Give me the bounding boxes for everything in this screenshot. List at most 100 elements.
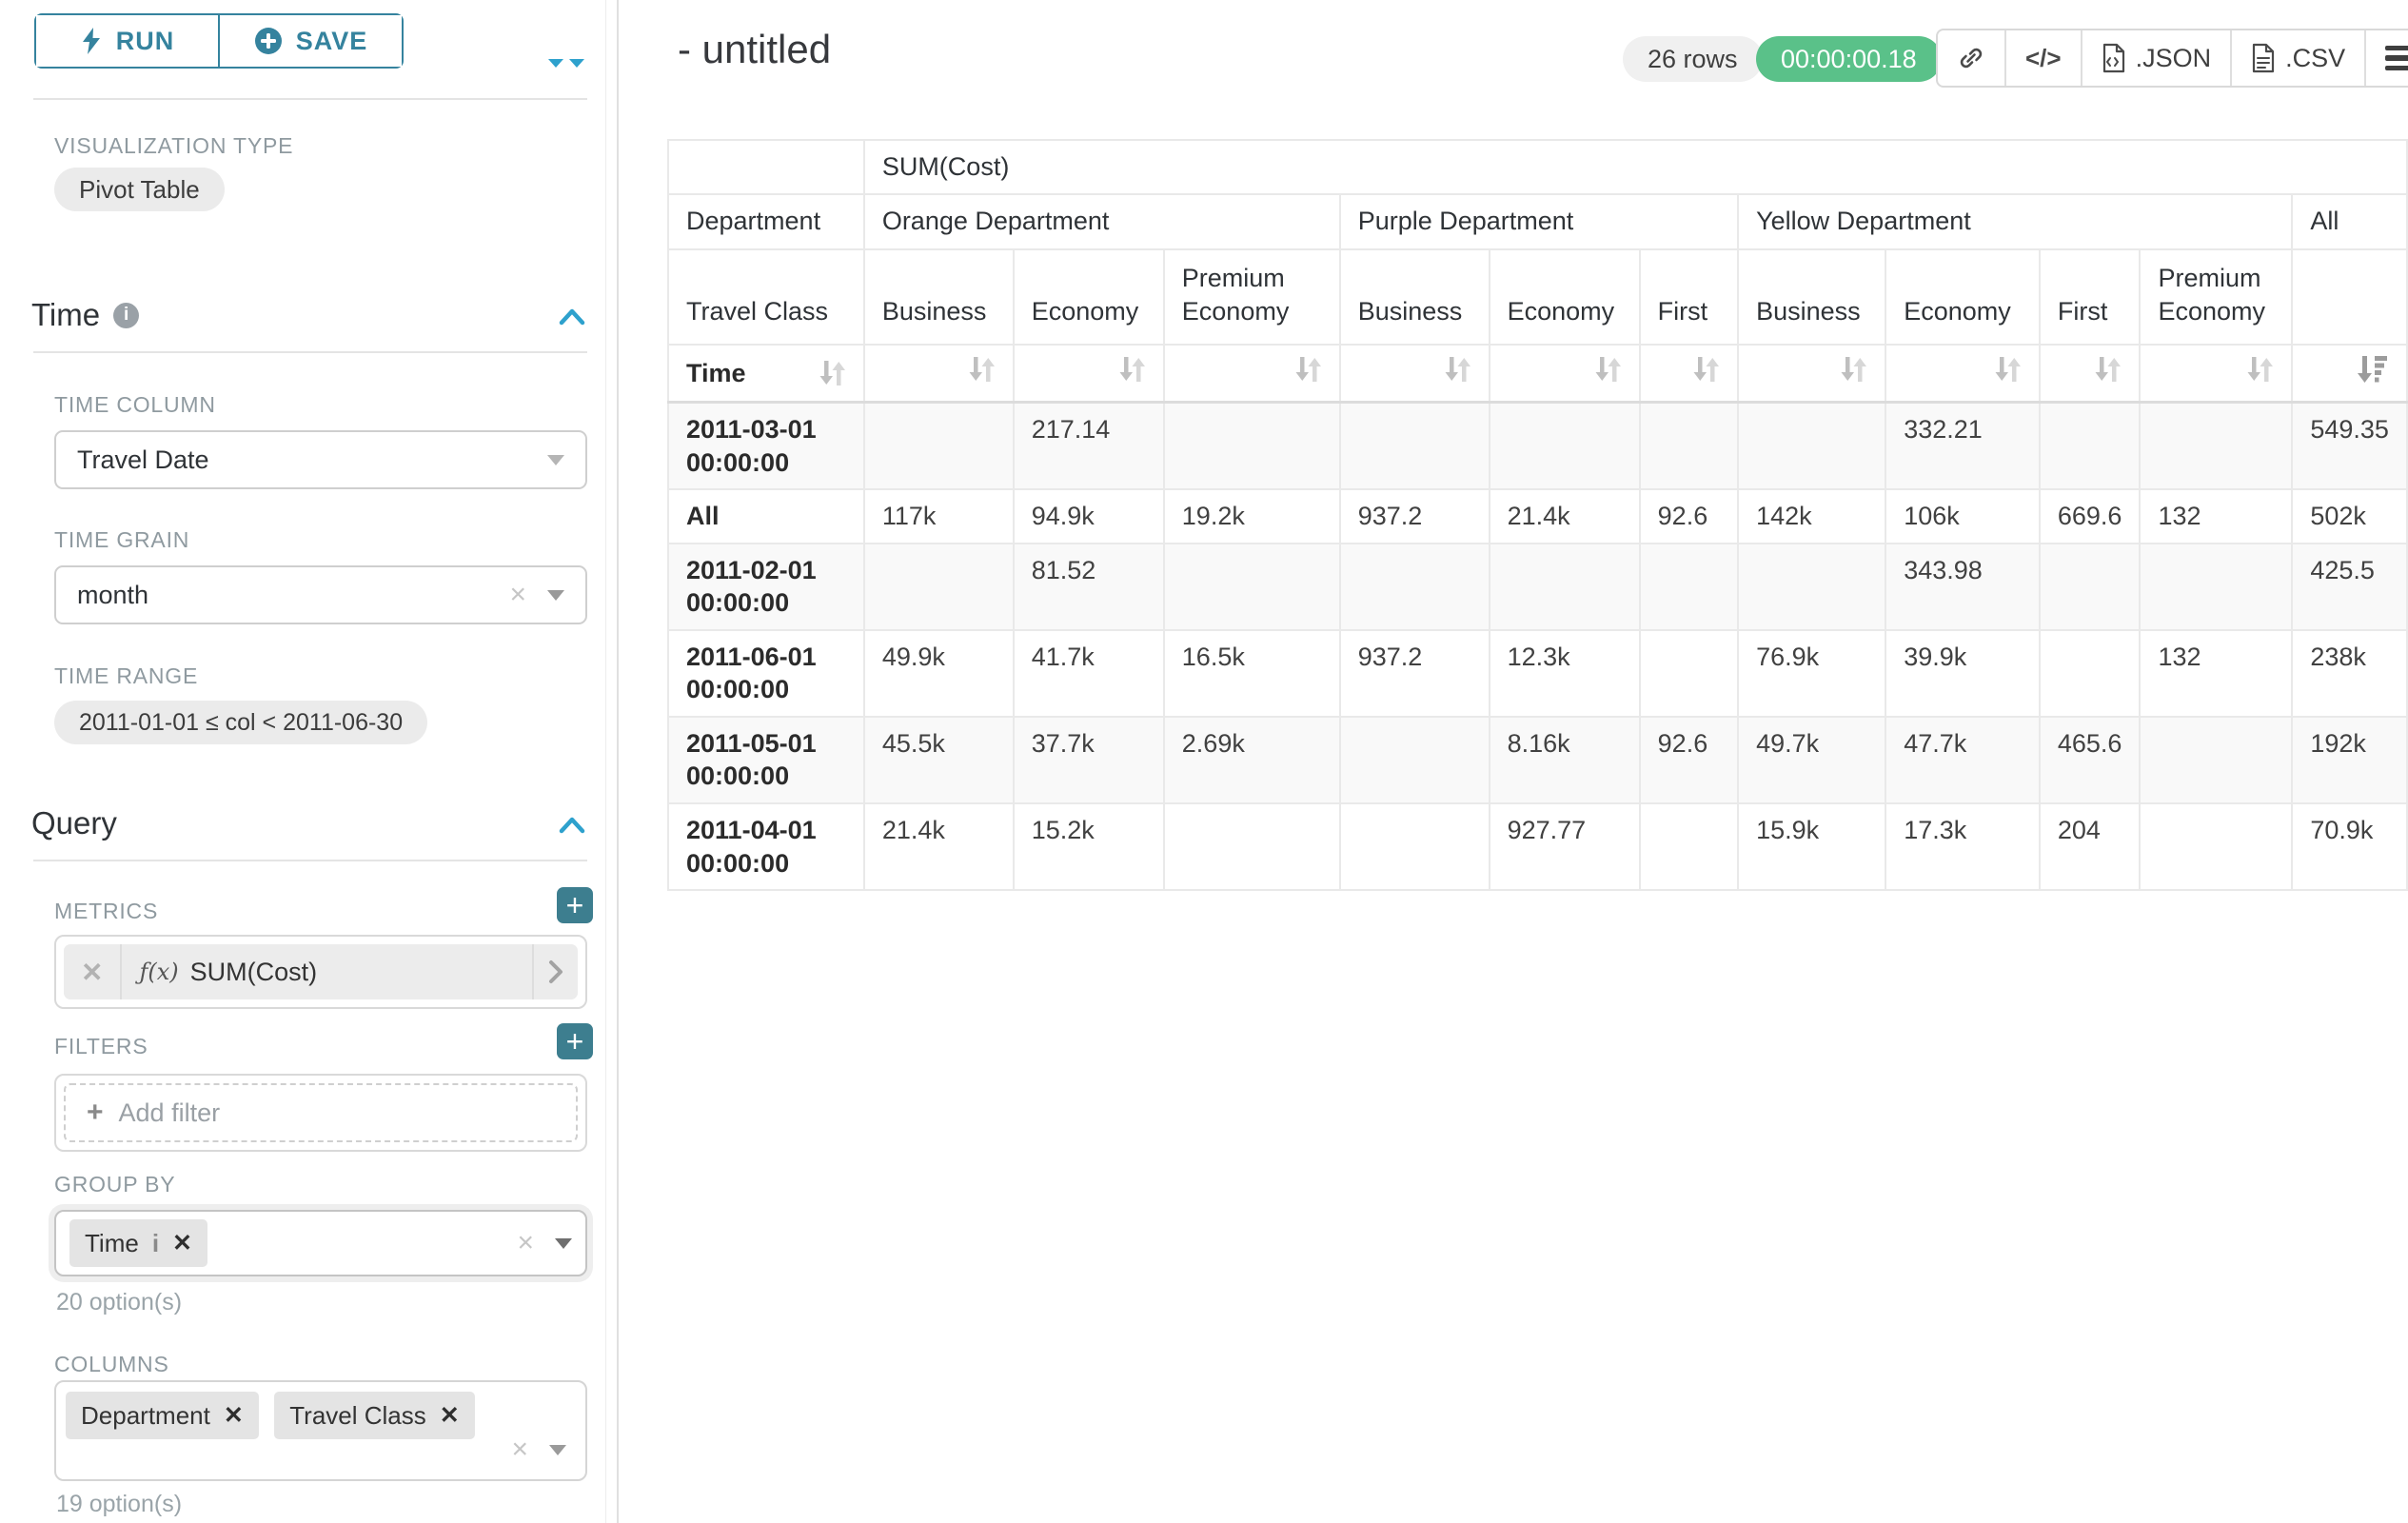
pivot-value-cell: 21.4k [1488,488,1641,544]
pivot-sort-cell[interactable] [2038,343,2142,405]
columns-select[interactable]: Department ✕ Travel Class ✕ × [54,1380,587,1481]
group-by-label: GROUP BY [54,1172,176,1197]
clear-icon[interactable]: × [517,1227,534,1258]
chart-title[interactable]: - untitled [678,27,832,71]
pivot-value-cell: 238k [2291,628,2408,718]
pivot-sort-cell-active[interactable] [2291,343,2408,405]
group-by-tag[interactable]: Time i ✕ [69,1219,207,1267]
pivot-value-cell [1737,401,1887,491]
group-by-select[interactable]: Time i ✕ × [54,1210,587,1276]
pivot-sort-cell[interactable] [1885,343,2041,405]
pivot-sort-cell[interactable] [1012,343,1165,405]
pivot-value-cell: 204 [2038,802,2142,892]
sort-toggle-icon[interactable] [1292,355,1322,384]
pivot-value-cell [862,401,1015,491]
section-divider [33,98,587,100]
pivot-value-cell [2139,715,2294,805]
info-icon[interactable]: i [151,1228,160,1257]
remove-tag-icon[interactable]: ✕ [439,1402,460,1429]
pivot-value-cell: 12.3k [1488,628,1641,718]
pivot-value-cell [2139,542,2294,631]
time-column-select[interactable]: Travel Date [54,430,587,489]
sort-toggle-icon[interactable] [2243,355,2274,384]
chevron-up-icon[interactable] [558,815,586,836]
pivot-value-cell [2139,802,2294,892]
metrics-label: METRICS [54,899,159,923]
view-query-button[interactable]: </> [2004,30,2081,86]
link-icon [1960,48,1983,69]
pivot-value-cell: 465.6 [2038,715,2142,805]
save-button[interactable]: SAVE [218,15,402,67]
metric-pill[interactable]: ✕ ƒ(x) SUM(Cost) [64,944,578,999]
pivot-value-cell [2038,628,2142,718]
metric-name: SUM(Cost) [189,957,318,986]
add-metric-button[interactable]: + [557,887,593,923]
pivot-value-cell: 76.9k [1737,628,1887,718]
pivot-value-cell: 92.6 [1638,488,1740,544]
pivot-sort-cell[interactable] [1338,343,1490,405]
pivot-row-label: All [667,488,865,544]
visualization-type-pill[interactable]: Pivot Table [54,168,225,211]
plus-circle-icon [254,28,282,54]
export-json-label: .JSON [2135,43,2212,72]
more-options-button[interactable] [2364,30,2408,86]
export-json-button[interactable]: .JSON [2080,30,2231,86]
add-filter-button[interactable]: + Add filter [64,1083,578,1142]
columns-tag-label: Department [81,1400,210,1430]
pivot-sort-cell[interactable] [1737,343,1887,405]
run-button[interactable]: RUN [36,15,218,67]
code-icon: </> [2025,43,2062,72]
export-csv-button[interactable]: .CSV [2230,30,2364,86]
columns-tag[interactable]: Travel Class ✕ [274,1392,475,1439]
pivot-value-cell: 927.77 [1488,802,1641,892]
sort-toggle-icon[interactable] [2091,355,2122,384]
pivot-sort-cell[interactable] [2139,343,2294,405]
remove-tag-icon[interactable]: ✕ [223,1402,244,1429]
group-by-tag-label: Time [85,1228,139,1257]
time-grain-select[interactable]: month × [54,565,587,624]
time-column-value: Travel Date [77,445,209,474]
sort-desc-icon[interactable] [2357,355,2389,384]
pivot-value-cell: 94.9k [1012,488,1165,544]
pivot-class-header [2291,247,2408,346]
pivot-sort-cell[interactable] [862,343,1015,405]
pivot-table-container: SUM(Cost) Department Orange Department Purp… [667,139,2408,892]
pivot-value-cell: 937.2 [1338,488,1490,544]
pivot-value-cell [1338,715,1490,805]
info-icon[interactable]: i [113,302,140,328]
clear-icon[interactable]: × [511,1434,528,1465]
pivot-value-cell: 142k [1737,488,1887,544]
pivot-sort-cell[interactable] [1162,343,1341,405]
sort-toggle-icon[interactable] [816,359,846,387]
sort-toggle-icon[interactable] [1441,355,1471,384]
remove-tag-icon[interactable]: ✕ [172,1230,192,1256]
pivot-value-cell: 669.6 [2038,488,2142,544]
sort-toggle-icon[interactable] [1115,355,1146,384]
sort-toggle-icon[interactable] [1837,355,1867,384]
remove-metric-icon[interactable]: ✕ [64,944,123,999]
columns-tag-label: Travel Class [289,1400,426,1430]
sort-toggle-icon[interactable] [1991,355,2022,384]
pivot-class-header: First [2038,247,2142,346]
copy-link-button[interactable] [1938,30,2004,86]
pivot-class-header: Economy [1885,247,2041,346]
time-range-pill[interactable]: 2011-01-01 ≤ col < 2011-06-30 [54,701,428,744]
clear-icon[interactable]: × [509,579,526,610]
time-grain-value: month [77,580,149,609]
chevron-right-icon[interactable] [532,944,578,999]
pivot-class-header: Premium Economy [1162,247,1341,346]
pivot-sort-cell[interactable] [1638,343,1740,405]
chevron-up-icon[interactable] [558,307,586,327]
time-section-label: Time [31,297,101,332]
pivot-value-cell [2038,542,2142,631]
query-duration-badge: 00:00:00.18 [1756,36,1942,82]
sort-toggle-icon[interactable] [1591,355,1622,384]
pivot-sort-cell[interactable] [1488,343,1641,405]
sort-toggle-icon[interactable] [965,355,996,384]
add-filter-plus-button[interactable]: + [557,1023,593,1059]
pivot-value-cell [1338,802,1490,892]
pivot-time-header[interactable]: Time [667,343,865,405]
columns-tag[interactable]: Department ✕ [66,1392,259,1439]
sort-toggle-icon[interactable] [1689,355,1720,384]
